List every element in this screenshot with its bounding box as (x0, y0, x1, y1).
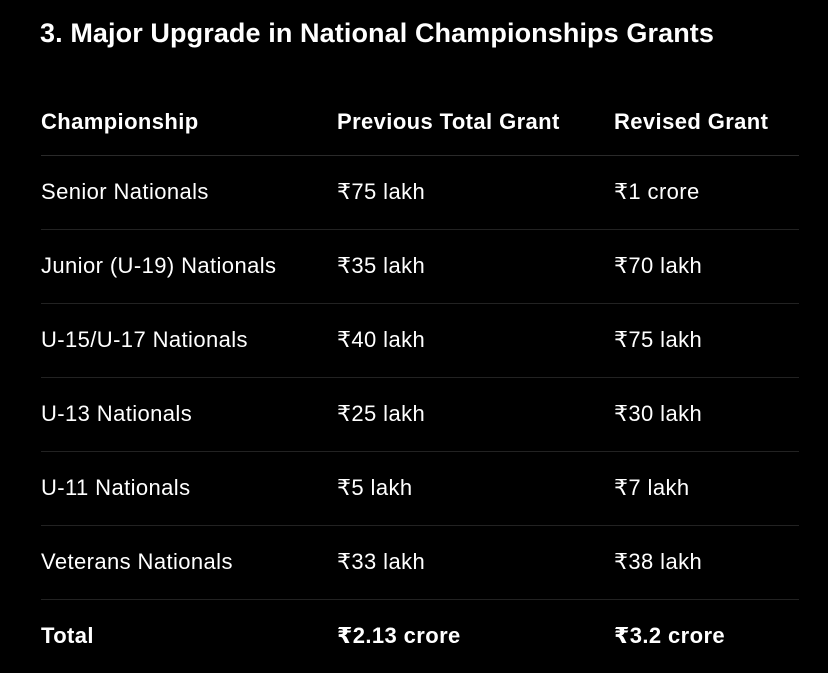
table-row: U-13 Nationals ₹25 lakh ₹30 lakh (41, 377, 799, 451)
championship-cell: U-15/U-17 Nationals (41, 327, 248, 352)
table-row: U-11 Nationals ₹5 lakh ₹7 lakh (41, 451, 799, 525)
revised-grant-cell: ₹70 lakh (614, 253, 703, 278)
championship-cell: Veterans Nationals (41, 549, 233, 574)
championship-cell: Senior Nationals (41, 179, 209, 204)
previous-grant-cell: ₹40 lakh (337, 327, 426, 352)
championship-cell: U-11 Nationals (41, 475, 191, 500)
total-row: Total ₹2.13 crore ₹3.2 crore (41, 599, 799, 673)
table-row: U-15/U-17 Nationals ₹40 lakh ₹75 lakh (41, 303, 799, 377)
championship-cell: Junior (U-19) Nationals (41, 253, 277, 278)
previous-grant-cell: ₹75 lakh (337, 179, 426, 204)
grants-table: Championship Previous Total Grant Revise… (41, 85, 799, 673)
revised-grant-cell: ₹38 lakh (614, 549, 703, 574)
section-heading: 3. Major Upgrade in National Championshi… (40, 18, 714, 48)
column-header-previous-grant: Previous Total Grant (337, 108, 560, 134)
previous-grant-cell: ₹35 lakh (337, 253, 426, 278)
revised-grant-cell: ₹7 lakh (614, 475, 690, 500)
previous-grant-cell: ₹33 lakh (337, 549, 426, 574)
total-revised-grant-cell: ₹3.2 crore (614, 623, 726, 649)
total-previous-grant-cell: ₹2.13 crore (337, 623, 461, 649)
total-label-cell: Total (41, 623, 94, 649)
table-row: Senior Nationals ₹75 lakh ₹1 crore (41, 155, 799, 229)
previous-grant-cell: ₹25 lakh (337, 401, 426, 426)
column-header-revised-grant: Revised Grant (614, 108, 769, 134)
revised-grant-cell: ₹30 lakh (614, 401, 703, 426)
table-row: Junior (U-19) Nationals ₹35 lakh ₹70 lak… (41, 229, 799, 303)
revised-grant-cell: ₹75 lakh (614, 327, 703, 352)
column-header-championship: Championship (41, 108, 199, 134)
championship-cell: U-13 Nationals (41, 401, 193, 426)
revised-grant-cell: ₹1 crore (614, 179, 700, 204)
previous-grant-cell: ₹5 lakh (337, 475, 413, 500)
table-header-row: Championship Previous Total Grant Revise… (41, 85, 799, 155)
table-row: Veterans Nationals ₹33 lakh ₹38 lakh (41, 525, 799, 599)
